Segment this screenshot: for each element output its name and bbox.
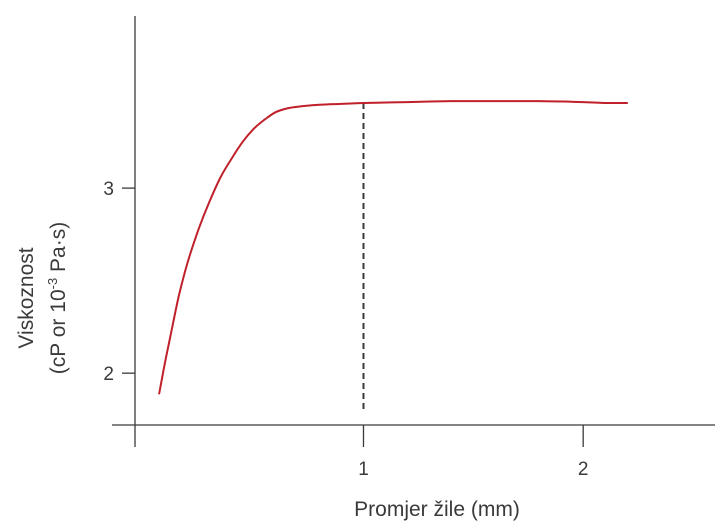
y-tick-label: 2 [103, 364, 114, 385]
y-axis-title-line2: (cP or 10-3 Pa·s) [45, 222, 70, 374]
x-axis-title: Promjer žile (mm) [354, 498, 520, 521]
series-line [158, 100, 629, 395]
x-tick-label: 2 [578, 459, 589, 480]
y-axis-title-line1: Viskoznost [15, 247, 38, 348]
y-axis-unit-exponent: -3 [45, 278, 60, 290]
y-axis-unit-suffix: Pa·s) [47, 222, 70, 278]
y-ticks: 23 [103, 179, 135, 385]
y-axis-title: Viskoznost (cP or 10-3 Pa·s) [15, 222, 70, 374]
x-tick-label: 1 [358, 459, 369, 480]
y-tick-label: 3 [103, 179, 114, 200]
y-axis-unit-prefix: (cP or 10 [47, 289, 70, 374]
